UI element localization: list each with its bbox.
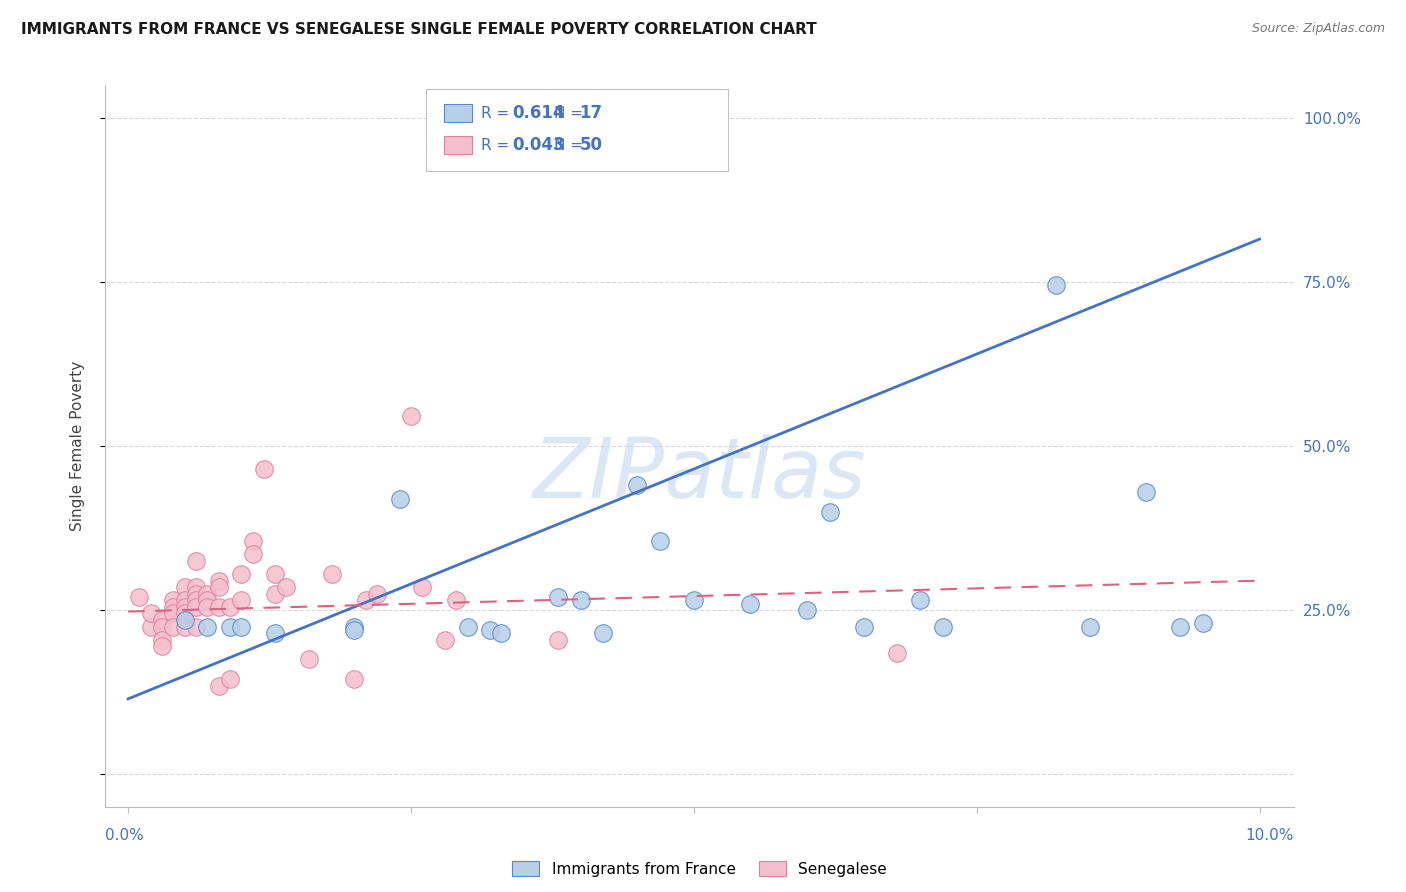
Point: [242, 534, 264, 549]
Point: [886, 646, 908, 660]
Point: [184, 554, 207, 568]
Text: 0.0%: 0.0%: [105, 828, 145, 843]
Point: [219, 620, 242, 634]
Point: [547, 590, 569, 604]
Point: [150, 632, 173, 647]
Point: [626, 478, 648, 492]
Point: [150, 640, 173, 654]
Point: [184, 593, 207, 607]
Point: [264, 626, 287, 640]
Point: [343, 672, 366, 686]
Text: N =: N =: [554, 138, 588, 153]
Point: [242, 548, 264, 562]
Text: ZIPatlas: ZIPatlas: [533, 434, 866, 516]
Point: [173, 599, 195, 614]
Point: [195, 587, 218, 601]
Point: [253, 462, 276, 476]
Point: [139, 607, 162, 621]
Point: [207, 679, 229, 693]
Point: [569, 593, 592, 607]
Point: [276, 580, 298, 594]
Point: [491, 626, 513, 640]
Point: [682, 593, 704, 607]
Point: [173, 580, 195, 594]
Text: 0.614: 0.614: [512, 104, 564, 122]
Point: [173, 593, 195, 607]
Point: [1135, 485, 1157, 500]
Point: [457, 620, 479, 634]
Point: [150, 620, 173, 634]
Point: [207, 580, 229, 594]
Point: [1170, 620, 1192, 634]
Point: [231, 620, 253, 634]
Point: [818, 505, 841, 519]
Point: [207, 599, 229, 614]
Point: [411, 580, 433, 594]
Point: [150, 613, 173, 627]
Point: [321, 567, 343, 582]
Point: [343, 620, 366, 634]
Point: [162, 620, 184, 634]
Point: [184, 587, 207, 601]
Point: [366, 587, 388, 601]
Text: Source: ZipAtlas.com: Source: ZipAtlas.com: [1251, 22, 1385, 36]
Point: [648, 534, 671, 549]
Point: [433, 632, 456, 647]
Point: [128, 590, 150, 604]
Point: [740, 597, 762, 611]
Point: [195, 593, 218, 607]
Point: [852, 620, 875, 634]
Point: [264, 567, 287, 582]
Point: [354, 593, 377, 607]
Point: [1192, 616, 1215, 631]
Point: [399, 409, 422, 424]
Legend: Immigrants from France, Senegalese: Immigrants from France, Senegalese: [506, 855, 893, 883]
Point: [195, 620, 218, 634]
Point: [1045, 278, 1067, 293]
Point: [547, 632, 569, 647]
Text: 17: 17: [579, 104, 602, 122]
Text: R =: R =: [481, 138, 515, 153]
Point: [231, 567, 253, 582]
Point: [479, 623, 502, 637]
Point: [932, 620, 955, 634]
Point: [388, 491, 411, 506]
Point: [343, 623, 366, 637]
Point: [908, 593, 931, 607]
Point: [184, 620, 207, 634]
Point: [162, 607, 184, 621]
Point: [219, 599, 242, 614]
Point: [207, 574, 229, 588]
Text: N =: N =: [554, 106, 588, 120]
Point: [264, 587, 287, 601]
Point: [1078, 620, 1101, 634]
Point: [219, 672, 242, 686]
Text: 0.043: 0.043: [512, 136, 564, 154]
Text: R =: R =: [481, 106, 515, 120]
Y-axis label: Single Female Poverty: Single Female Poverty: [70, 361, 84, 531]
Point: [195, 599, 218, 614]
Point: [444, 593, 467, 607]
Point: [796, 603, 818, 617]
Point: [592, 626, 614, 640]
Point: [184, 599, 207, 614]
Text: 50: 50: [579, 136, 602, 154]
Point: [184, 580, 207, 594]
Point: [173, 620, 195, 634]
Point: [298, 652, 321, 666]
Point: [139, 620, 162, 634]
Text: 10.0%: 10.0%: [1246, 828, 1294, 843]
Point: [162, 599, 184, 614]
Point: [173, 613, 195, 627]
Point: [162, 593, 184, 607]
Point: [173, 607, 195, 621]
Text: IMMIGRANTS FROM FRANCE VS SENEGALESE SINGLE FEMALE POVERTY CORRELATION CHART: IMMIGRANTS FROM FRANCE VS SENEGALESE SIN…: [21, 22, 817, 37]
Point: [231, 593, 253, 607]
